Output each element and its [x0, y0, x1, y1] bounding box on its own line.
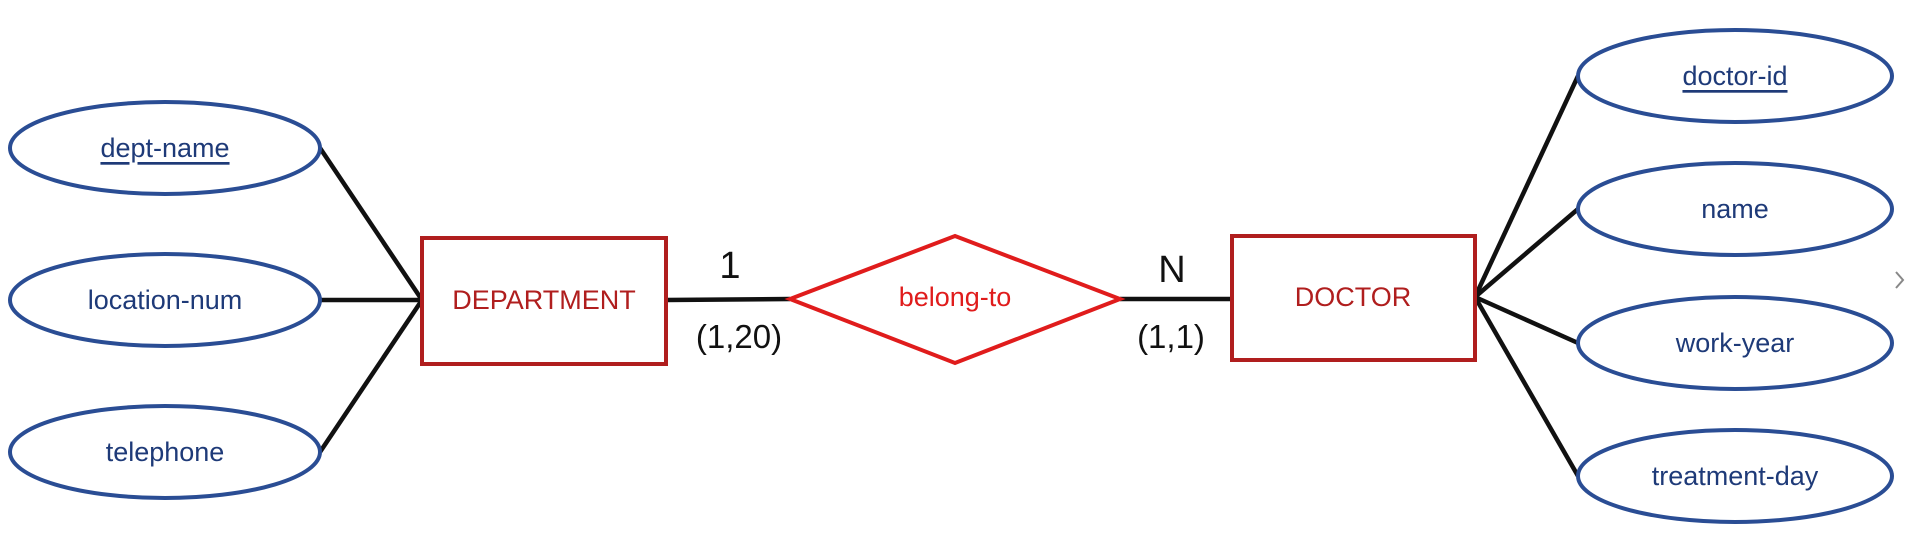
- entity-doctor[interactable]: DOCTOR: [1230, 234, 1477, 362]
- attribute-ellipse: [1576, 295, 1894, 391]
- entity-department[interactable]: DEPARTMENT: [420, 236, 668, 366]
- attribute-label: treatment-day: [1652, 461, 1819, 491]
- attribute-ellipse: [8, 404, 322, 500]
- attribute-label: doctor-id: [1682, 61, 1787, 91]
- chevron-right-icon[interactable]: [1895, 271, 1905, 289]
- relationship-belong-to[interactable]: belong-to: [784, 233, 1126, 366]
- relationship-diamond: [784, 233, 1126, 366]
- attribute-ellipse: [1576, 161, 1894, 257]
- attribute-label: telephone: [106, 437, 225, 467]
- edge-name: [1473, 207, 1580, 299]
- edge-telephone: [318, 298, 424, 454]
- attribute-ellipse: [1576, 428, 1894, 524]
- connector-lines: [318, 75, 1581, 478]
- entity-label: DEPARTMENT: [452, 285, 636, 315]
- attribute-ellipse: [8, 100, 322, 196]
- attribute-location-num[interactable]: location-num: [8, 252, 322, 348]
- attribute-doctor-id[interactable]: doctor-id: [1576, 28, 1894, 124]
- attribute-work-year[interactable]: work-year: [1576, 295, 1894, 391]
- attribute-label: dept-name: [100, 133, 229, 163]
- attribute-label: work-year: [1675, 328, 1795, 358]
- attribute-ellipse: [1576, 28, 1894, 124]
- edge-doctor-id: [1472, 75, 1581, 298]
- cardinality-range-doctor: (1,1): [1137, 318, 1205, 355]
- edge-work-year: [1474, 294, 1579, 346]
- edge-dept-name: [318, 146, 424, 302]
- attribute-name[interactable]: name: [1576, 161, 1894, 257]
- attribute-treatment-day[interactable]: treatment-day: [1576, 428, 1894, 524]
- attribute-label: location-num: [88, 285, 243, 315]
- attribute-telephone[interactable]: telephone: [8, 404, 322, 500]
- cardinality-range-department: (1,20): [696, 318, 782, 355]
- attribute-ellipse: [8, 252, 322, 348]
- edge-treatment-day: [1473, 295, 1580, 478]
- edge-department-relationship: [665, 296, 791, 303]
- cardinality-mark-department: 1: [719, 245, 740, 287]
- relationship-label: belong-to: [899, 282, 1012, 312]
- entity-label: DOCTOR: [1295, 282, 1412, 312]
- department-attributes: dept-name location-num telephone: [8, 100, 322, 500]
- entity-box: [1230, 234, 1477, 362]
- cardinality-mark-doctor: N: [1158, 249, 1185, 291]
- entity-box: [420, 236, 668, 366]
- attribute-label: name: [1701, 194, 1769, 224]
- attribute-dept-name[interactable]: dept-name: [8, 100, 322, 196]
- doctor-attributes: doctor-id name work-year treatment-day: [1576, 28, 1894, 524]
